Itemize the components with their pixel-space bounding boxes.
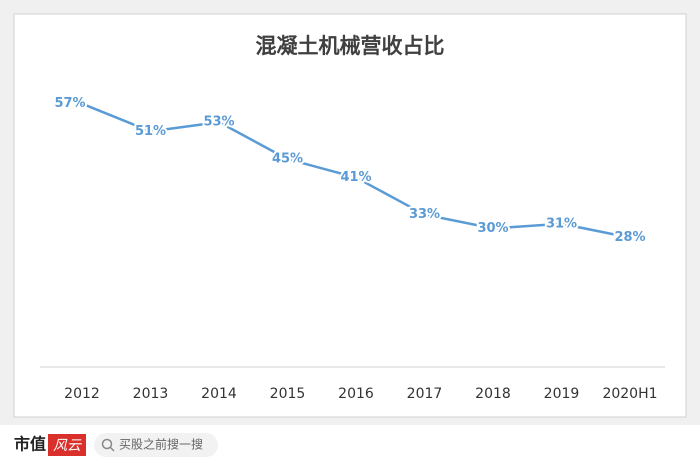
x-tick-label: 2020H1 <box>602 386 657 402</box>
search-box[interactable] <box>94 433 218 457</box>
value-label: 30% <box>477 221 508 236</box>
value-label: 53% <box>203 115 234 130</box>
x-tick-label: 2015 <box>270 386 306 402</box>
value-label: 51% <box>135 124 166 139</box>
x-tick-label: 2017 <box>407 386 443 402</box>
value-label: 41% <box>340 170 371 185</box>
x-tick-label: 2012 <box>64 386 100 402</box>
chart-frame <box>13 13 687 418</box>
logo: 风云 <box>53 438 82 454</box>
value-label: 31% <box>546 216 577 231</box>
x-tick-label: 2018 <box>475 386 511 402</box>
search-text: 买股之前搜一搜 <box>119 437 203 452</box>
x-tick-label: 2019 <box>544 386 580 402</box>
brand: 市值 <box>14 435 46 454</box>
value-label: 28% <box>614 230 645 245</box>
line <box>81 102 631 239</box>
value-label: 45% <box>272 152 303 167</box>
value-label: 33% <box>409 207 440 222</box>
logo-box <box>48 434 86 456</box>
chart-title: 混凝土机械营收占比 <box>256 34 445 58</box>
search-icon-handle <box>109 446 115 452</box>
plot: 2012 2013 2014 2015 2016 2017 2018 2019 2020H1 57… <box>52 94 657 402</box>
x-tick-label: 2013 <box>133 386 169 402</box>
x-tick-label: 2014 <box>201 386 237 402</box>
x-tick-label: 2016 <box>338 386 374 402</box>
search-icon <box>101 438 113 450</box>
value-label: 57% <box>54 96 85 111</box>
